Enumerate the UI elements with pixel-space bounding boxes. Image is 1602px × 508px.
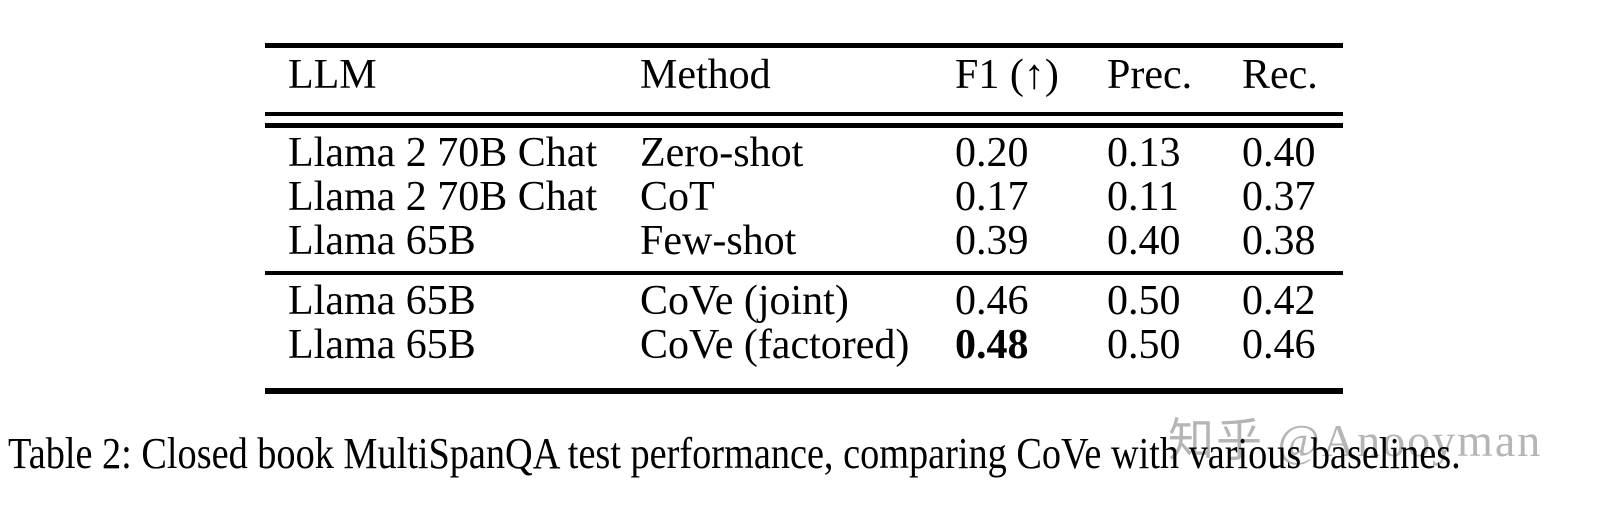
table-header-row: LLM Method F1 (↑) Prec. Rec. [265,48,1343,112]
cell-llm: Llama 65B [288,322,476,368]
table-row: Llama 2 70B Chat Zero-shot 0.20 0.13 0.4… [265,131,1343,175]
column-header-f1: F1 (↑) [955,52,1059,98]
cell-prec: 0.11 [1107,174,1179,220]
column-header-rec: Rec. [1242,52,1318,98]
table-row: Llama 65B CoVe (joint) 0.46 0.50 0.42 [265,279,1343,323]
cell-prec: 0.40 [1107,218,1181,264]
cell-llm: Llama 65B [288,278,476,324]
table-top-rule [265,43,1343,48]
results-table: LLM Method F1 (↑) Prec. Rec. Llama 2 70B… [265,43,1343,394]
cell-method: CoVe (factored) [640,322,910,368]
cove-section: Llama 65B CoVe (joint) 0.46 0.50 0.42 Ll… [265,275,1343,388]
table-mid-rule [265,271,1343,275]
column-header-prec: Prec. [1107,52,1193,98]
cell-prec: 0.50 [1107,278,1181,324]
cell-rec: 0.42 [1242,278,1316,324]
cell-rec: 0.37 [1242,174,1316,220]
cell-prec: 0.50 [1107,322,1181,368]
cell-method: CoT [640,174,715,220]
cell-llm: Llama 2 70B Chat [288,174,598,220]
table-double-rule-bottom [265,123,1343,128]
cell-llm: Llama 65B [288,218,476,264]
table-row: Llama 65B CoVe (factored) 0.48 0.50 0.46 [265,323,1343,367]
cell-f1: 0.46 [955,278,1029,324]
baselines-section: Llama 2 70B Chat Zero-shot 0.20 0.13 0.4… [265,128,1343,271]
cell-rec: 0.38 [1242,218,1316,264]
cell-f1: 0.17 [955,174,1029,220]
cell-method: CoVe (joint) [640,278,849,324]
cell-f1-best: 0.48 [955,322,1029,368]
cell-f1: 0.39 [955,218,1029,264]
table-double-rule-top [265,112,1343,116]
column-header-llm: LLM [288,52,377,98]
table-caption: Table 2: Closed book MultiSpanQA test pe… [8,429,1461,478]
cell-prec: 0.13 [1107,130,1181,176]
table-bottom-rule [265,388,1343,394]
cell-llm: Llama 2 70B Chat [288,130,598,176]
table-double-rule-gap [265,116,1343,123]
table-row: Llama 65B Few-shot 0.39 0.40 0.38 [265,219,1343,263]
cell-rec: 0.46 [1242,322,1316,368]
cell-rec: 0.40 [1242,130,1316,176]
cell-method: Zero-shot [640,130,804,176]
cell-method: Few-shot [640,218,797,264]
column-header-method: Method [640,52,771,98]
watermark-zhihu: 知乎 @Anooyman [1168,415,1543,466]
cell-f1: 0.20 [955,130,1029,176]
table-row: Llama 2 70B Chat CoT 0.17 0.11 0.37 [265,175,1343,219]
